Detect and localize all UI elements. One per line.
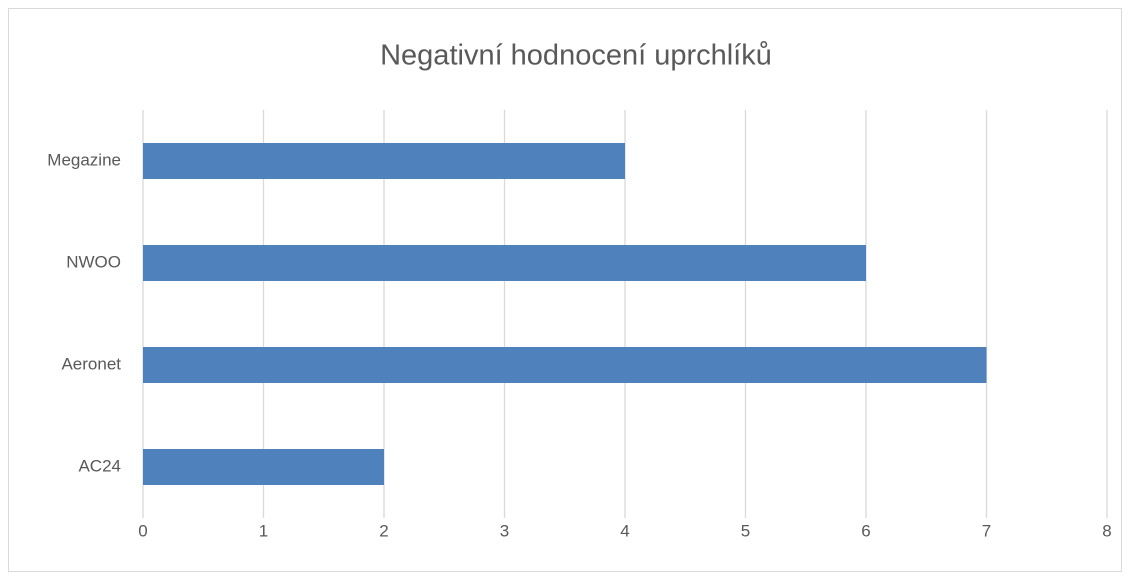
- x-tick-label: 2: [379, 521, 388, 540]
- x-tick-label: 5: [741, 521, 750, 540]
- chart-border: [8, 8, 1122, 572]
- x-tick-label: 8: [1102, 521, 1111, 540]
- x-tick-label: 6: [861, 521, 870, 540]
- y-tick-label: Megazine: [47, 150, 121, 169]
- bar: [143, 347, 987, 383]
- y-tick-label: NWOO: [66, 252, 121, 271]
- x-tick-label: 3: [500, 521, 509, 540]
- x-tick-label: 0: [138, 521, 147, 540]
- bar: [143, 143, 625, 179]
- bar: [143, 449, 384, 485]
- chart-title: Negativní hodnocení uprchlíků: [380, 40, 772, 72]
- y-tick-label: AC24: [78, 456, 121, 475]
- x-tick-label: 1: [259, 521, 268, 540]
- bar: [143, 245, 866, 281]
- x-tick-label: 4: [620, 521, 629, 540]
- x-tick-label: 7: [982, 521, 991, 540]
- y-tick-label: Aeronet: [61, 354, 121, 373]
